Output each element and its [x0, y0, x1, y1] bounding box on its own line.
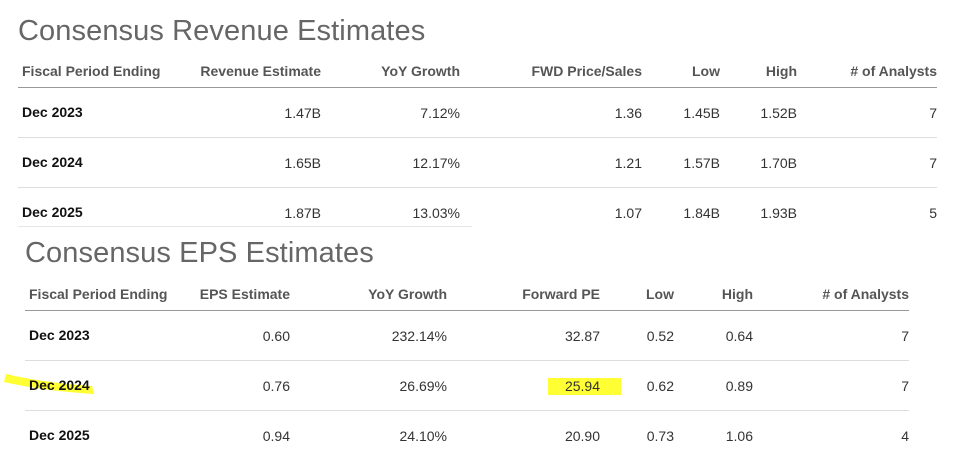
revenue-header-divider	[18, 87, 937, 88]
low-cell: 0.62	[646, 378, 674, 394]
col-analysts[interactable]: # of Analysts	[822, 286, 909, 302]
row-divider	[18, 137, 937, 138]
high-cell: 0.89	[725, 378, 753, 394]
col-yoy-growth[interactable]: YoY Growth	[381, 63, 460, 79]
fiscal-period-cell: Dec 2025	[22, 204, 83, 220]
analysts-cell: 7	[901, 378, 909, 394]
analysts-cell: 7	[929, 155, 937, 171]
revenue-title: Consensus Revenue Estimates	[18, 15, 426, 47]
col-fwd-price-sales[interactable]: FWD Price/Sales	[531, 63, 643, 79]
col-eps-estimate[interactable]: EPS Estimate	[199, 286, 290, 302]
col-high[interactable]: High	[765, 63, 797, 79]
high-cell: 1.52B	[760, 105, 797, 121]
revenue-estimate-cell: 1.65B	[284, 155, 321, 171]
revenue-estimate-cell: 1.47B	[284, 105, 321, 121]
row-divider	[25, 410, 909, 411]
yoy-growth-cell: 24.10%	[399, 428, 447, 444]
row-divider	[18, 187, 937, 188]
forward-pe-cell: 25.94	[564, 378, 600, 394]
price-sales-cell: 1.07	[614, 205, 642, 221]
yoy-growth-cell: 26.69%	[399, 378, 447, 394]
high-cell: 1.93B	[760, 205, 797, 221]
highlighter-mark-forward-pe	[548, 378, 621, 395]
yoy-growth-cell: 232.14%	[391, 328, 447, 344]
low-cell: 1.84B	[683, 205, 720, 221]
col-yoy-growth[interactable]: YoY Growth	[368, 286, 447, 302]
analysts-cell: 7	[901, 328, 909, 344]
analysts-cell: 5	[929, 205, 937, 221]
high-cell: 1.06	[725, 428, 753, 444]
analysts-cell: 4	[901, 428, 909, 444]
price-sales-cell: 1.36	[614, 105, 642, 121]
eps-header-divider	[25, 310, 909, 311]
fiscal-period-cell: Dec 2025	[29, 427, 90, 443]
low-cell: 1.45B	[683, 105, 720, 121]
revenue-estimate-cell: 1.87B	[284, 205, 321, 221]
col-fiscal-period[interactable]: Fiscal Period Ending	[22, 63, 161, 79]
high-cell: 1.70B	[760, 155, 797, 171]
col-analysts[interactable]: # of Analysts	[850, 63, 937, 79]
yoy-growth-cell: 12.17%	[412, 155, 460, 171]
col-high[interactable]: High	[721, 286, 753, 302]
price-sales-cell: 1.21	[614, 155, 642, 171]
col-revenue-estimate[interactable]: Revenue Estimate	[200, 63, 321, 79]
low-cell: 0.52	[646, 328, 674, 344]
fiscal-period-cell: Dec 2024	[29, 377, 90, 393]
col-low[interactable]: Low	[646, 286, 674, 302]
section-divider	[18, 226, 472, 227]
fiscal-period-cell: Dec 2023	[29, 327, 90, 343]
low-cell: 1.57B	[683, 155, 720, 171]
forward-pe-cell: 32.87	[564, 328, 600, 344]
col-fiscal-period[interactable]: Fiscal Period Ending	[29, 286, 168, 302]
eps-title: Consensus EPS Estimates	[25, 237, 374, 269]
col-low[interactable]: Low	[692, 63, 720, 79]
highlighter-mark-period	[4, 374, 94, 394]
fiscal-period-cell: Dec 2024	[22, 154, 83, 170]
row-divider	[25, 360, 909, 361]
high-cell: 0.64	[725, 328, 753, 344]
fiscal-period-cell: Dec 2023	[22, 104, 83, 120]
yoy-growth-cell: 7.12%	[420, 105, 460, 121]
eps-estimate-cell: 0.60	[262, 328, 290, 344]
col-forward-pe[interactable]: Forward PE	[522, 286, 600, 302]
yoy-growth-cell: 13.03%	[412, 205, 460, 221]
low-cell: 0.73	[646, 428, 674, 444]
forward-pe-cell: 20.90	[564, 428, 600, 444]
eps-estimate-cell: 0.94	[262, 428, 290, 444]
eps-estimate-cell: 0.76	[262, 378, 290, 394]
analysts-cell: 7	[929, 105, 937, 121]
